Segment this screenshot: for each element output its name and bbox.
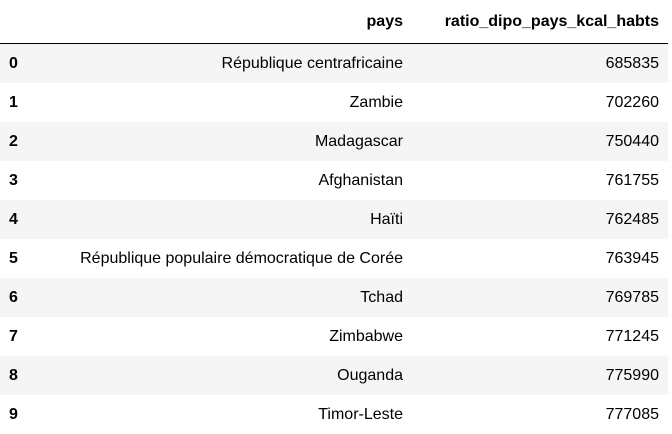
- table-row: 6 Tchad 769785: [0, 278, 668, 317]
- row-index: 0: [0, 44, 32, 84]
- table-body: 0 République centrafricaine 685835 1 Zam…: [0, 44, 668, 434]
- column-header-ratio: ratio_dipo_pays_kcal_habts: [412, 0, 668, 44]
- cell-pays: Afghanistan: [32, 161, 412, 200]
- row-index: 2: [0, 122, 32, 161]
- row-index: 6: [0, 278, 32, 317]
- cell-ratio: 762485: [412, 200, 668, 239]
- column-header-index: [0, 0, 32, 44]
- table-row: 7 Zimbabwe 771245: [0, 317, 668, 356]
- row-index: 4: [0, 200, 32, 239]
- cell-ratio: 685835: [412, 44, 668, 84]
- table-row: 1 Zambie 702260: [0, 83, 668, 122]
- row-index: 7: [0, 317, 32, 356]
- table-row: 5 République populaire démocratique de C…: [0, 239, 668, 278]
- table-row: 0 République centrafricaine 685835: [0, 44, 668, 84]
- cell-pays: Tchad: [32, 278, 412, 317]
- cell-pays: République populaire démocratique de Cor…: [32, 239, 412, 278]
- table-header: pays ratio_dipo_pays_kcal_habts: [0, 0, 668, 44]
- row-index: 5: [0, 239, 32, 278]
- cell-pays: Zambie: [32, 83, 412, 122]
- cell-ratio: 761755: [412, 161, 668, 200]
- cell-ratio: 702260: [412, 83, 668, 122]
- column-header-pays: pays: [32, 0, 412, 44]
- cell-pays: Madagascar: [32, 122, 412, 161]
- row-index: 9: [0, 395, 32, 434]
- cell-ratio: 763945: [412, 239, 668, 278]
- table-row: 8 Ouganda 775990: [0, 356, 668, 395]
- table-row: 3 Afghanistan 761755: [0, 161, 668, 200]
- table-row: 2 Madagascar 750440: [0, 122, 668, 161]
- row-index: 1: [0, 83, 32, 122]
- cell-ratio: 775990: [412, 356, 668, 395]
- row-index: 3: [0, 161, 32, 200]
- table-row: 9 Timor-Leste 777085: [0, 395, 668, 434]
- header-row: pays ratio_dipo_pays_kcal_habts: [0, 0, 668, 44]
- row-index: 8: [0, 356, 32, 395]
- cell-ratio: 769785: [412, 278, 668, 317]
- table-row: 4 Haïti 762485: [0, 200, 668, 239]
- cell-pays: Zimbabwe: [32, 317, 412, 356]
- cell-pays: République centrafricaine: [32, 44, 412, 84]
- cell-pays: Timor-Leste: [32, 395, 412, 434]
- cell-ratio: 750440: [412, 122, 668, 161]
- cell-ratio: 777085: [412, 395, 668, 434]
- cell-pays: Ouganda: [32, 356, 412, 395]
- cell-pays: Haïti: [32, 200, 412, 239]
- cell-ratio: 771245: [412, 317, 668, 356]
